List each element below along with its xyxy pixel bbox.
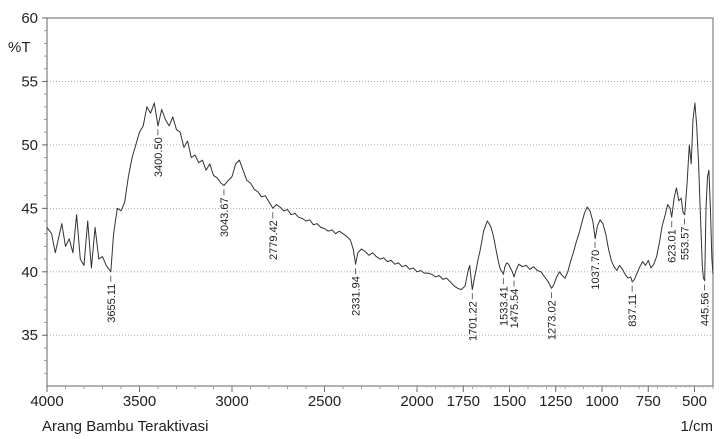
peak-label: 2779.42 xyxy=(268,220,280,260)
peak-label: 837.11 xyxy=(627,294,639,327)
peak-label: 1475.54 xyxy=(509,289,521,329)
peak-label: 445.56 xyxy=(700,293,712,327)
x-tick-label: 3500 xyxy=(123,393,156,410)
x-tick-label: 500 xyxy=(682,393,707,410)
series-layer xyxy=(46,102,714,291)
peak-label: 2331.94 xyxy=(351,276,363,316)
peak-label: 1037.70 xyxy=(590,250,602,290)
peak-label: 1533.41 xyxy=(498,286,510,326)
axes xyxy=(46,17,714,387)
peak-label: 623.01 xyxy=(667,229,679,263)
x-tick-label: 1000 xyxy=(585,393,618,410)
y-tick-label: 60 xyxy=(21,10,38,27)
x-axis-unit: 1/cm xyxy=(680,418,713,435)
y-axis-label: %T xyxy=(8,39,31,56)
x-tick-label: 4000 xyxy=(30,393,63,410)
y-tick-label: 50 xyxy=(21,137,38,154)
x-tick-label: 2500 xyxy=(308,393,341,410)
x-tick-label: 3000 xyxy=(215,393,248,410)
x-tick-label: 1500 xyxy=(493,393,526,410)
chart-caption: Arang Bambu Teraktivasi xyxy=(42,418,208,435)
grid-lines xyxy=(47,81,713,336)
peak-label: 1701.22 xyxy=(467,301,479,341)
peak-label: 3400.50 xyxy=(153,137,165,177)
ticks: 4000 3500 3000 2500 2000 1750 1500 1250 1000 750 5… xyxy=(21,10,714,410)
x-tick-label: 750 xyxy=(636,393,661,410)
y-tick-label: 45 xyxy=(21,200,38,217)
peak-label: 1273.02 xyxy=(547,300,559,340)
spectrum-line xyxy=(46,102,714,291)
x-tick-label: 1250 xyxy=(539,393,572,410)
x-tick-label: 1750 xyxy=(447,393,480,410)
plot-frame xyxy=(46,17,714,387)
peak-label: 553.57 xyxy=(680,227,692,261)
peak-label: 3655.11 xyxy=(106,284,118,323)
y-tick-label: 40 xyxy=(21,264,38,281)
peak-labels: 3655.11 3400.50 3043.67 2779.42 2331.94 1701.… xyxy=(106,129,712,341)
peak-label: 3043.67 xyxy=(219,197,231,237)
y-tick-label: 55 xyxy=(21,73,38,90)
x-tick-label: 2000 xyxy=(400,393,433,410)
y-tick-label: 35 xyxy=(21,327,38,344)
